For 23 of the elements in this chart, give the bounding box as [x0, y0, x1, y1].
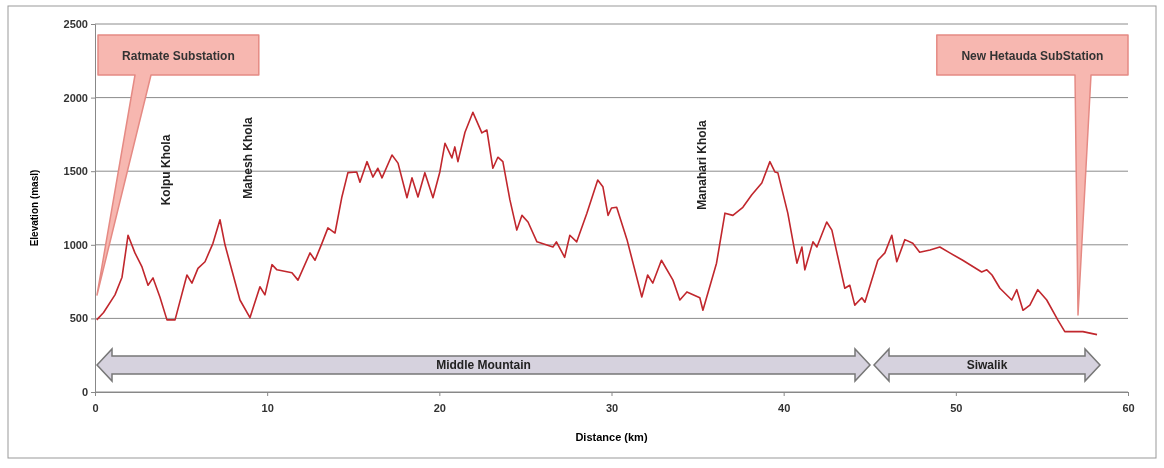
annotation: Ratmate Substation — [122, 49, 235, 63]
annotation: Manahari Khola — [695, 120, 709, 210]
x-tick-label: 30 — [605, 402, 619, 415]
annotation: New Hetauda SubStation — [961, 49, 1104, 63]
x-tick-label: 60 — [1122, 402, 1135, 415]
x-tick-label: 10 — [261, 402, 274, 415]
annotation: Mahesh Khola — [241, 117, 255, 199]
x-tick-label: 0 — [92, 402, 99, 415]
annotation: Kolpu Khola — [159, 134, 173, 206]
x-axis-title: Distance (km) — [575, 431, 648, 443]
x-tick-label: 20 — [433, 402, 446, 415]
annotation: Middle Mountain — [436, 358, 531, 372]
x-tick-label: 40 — [778, 402, 791, 415]
y-tick-label: 500 — [69, 312, 88, 325]
y-tick-label: 2500 — [63, 18, 88, 31]
y-tick-label: 0 — [81, 386, 88, 399]
y-tick-label: 1500 — [63, 165, 88, 178]
y-tick-label: 1000 — [63, 238, 88, 251]
y-axis-title: Elevation (masl) — [29, 169, 40, 247]
x-tick-label: 50 — [950, 402, 963, 415]
y-tick-label: 2000 — [63, 91, 88, 104]
annotation: Siwalik — [966, 358, 1008, 372]
line-series — [95, 111, 1098, 336]
